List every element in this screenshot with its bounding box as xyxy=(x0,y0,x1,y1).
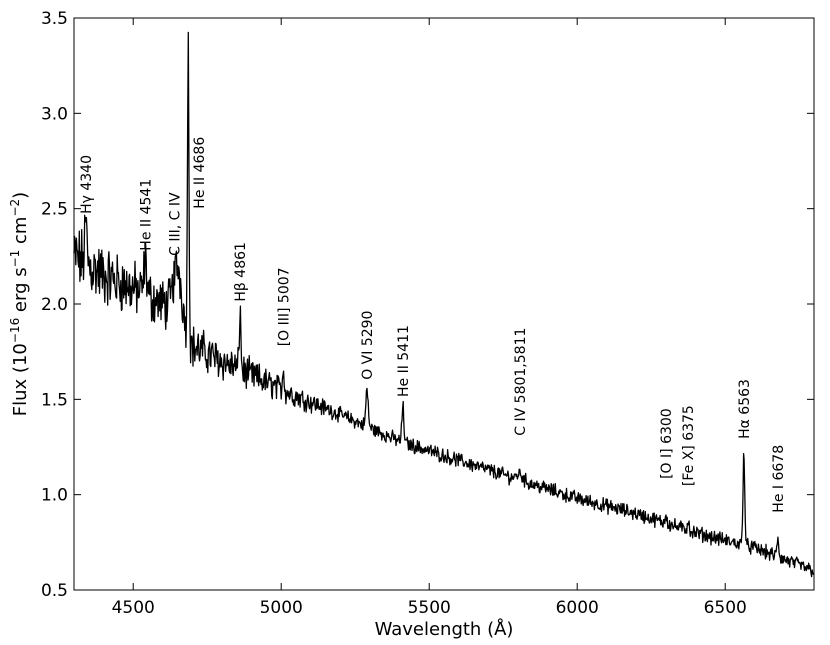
annotation-9: [O I] 6300 xyxy=(659,408,675,479)
y-axis-label: Flux (10−16 erg s−1 cm−2) xyxy=(8,192,31,416)
y-tick-label-2.5: 2.5 xyxy=(41,200,68,220)
x-tick-label-6500: 6500 xyxy=(704,598,747,618)
annotation-11: Hα 6563 xyxy=(737,379,753,439)
y-label-exp3: −2 xyxy=(8,199,22,217)
annotation-1: He II 4541 xyxy=(138,179,154,251)
x-tick-label-6000: 6000 xyxy=(556,598,599,618)
line-annotations: Hγ 4340 He II 4541 C III, C IV He II 4686 Hβ… xyxy=(79,137,787,513)
y-tick-label-2: 2.0 xyxy=(41,295,68,315)
y-label-exp1: −16 xyxy=(8,318,22,343)
plot-frame xyxy=(73,17,815,591)
x-ticks: 4500 5000 5500 6000 6500 xyxy=(112,18,747,618)
x-tick-label-5500: 5500 xyxy=(408,598,451,618)
y-label-suffix: ) xyxy=(10,192,31,199)
annotation-0: Hγ 4340 xyxy=(79,155,95,214)
y-label-prefix: Flux (10 xyxy=(10,343,31,416)
y-tick-label-3: 3.0 xyxy=(41,104,68,124)
y-ticks: 0.5 1.0 1.5 2.0 2.5 3.0 3.5 xyxy=(41,9,814,601)
annotation-3: He II 4686 xyxy=(192,137,208,209)
annotation-12: He I 6678 xyxy=(771,445,787,513)
y-label-exp2: −1 xyxy=(8,250,22,268)
annotation-4: Hβ 4861 xyxy=(233,242,249,302)
y-tick-label-1.5: 1.5 xyxy=(41,390,68,410)
annotation-5: [O III] 5007 xyxy=(276,267,292,346)
annotation-7: He II 5411 xyxy=(396,325,412,397)
x-tick-label-5000: 5000 xyxy=(260,598,303,618)
y-label-mid1: erg s xyxy=(10,267,31,317)
annotation-10: [Fe X] 6375 xyxy=(681,405,697,486)
spectrum-line xyxy=(73,31,815,578)
annotation-8: C IV 5801,5811 xyxy=(513,328,529,436)
y-label-mid2: cm xyxy=(10,217,31,250)
x-tick-label-4500: 4500 xyxy=(112,598,155,618)
y-tick-label-1: 1.0 xyxy=(41,486,68,506)
x-axis-label: Wavelength (Å) xyxy=(375,618,514,640)
y-tick-label-3.5: 3.5 xyxy=(41,9,68,29)
y-tick-label-0.5: 0.5 xyxy=(41,581,68,601)
annotation-6: O VI 5290 xyxy=(360,311,376,380)
annotation-2: C III, C IV xyxy=(168,192,184,256)
